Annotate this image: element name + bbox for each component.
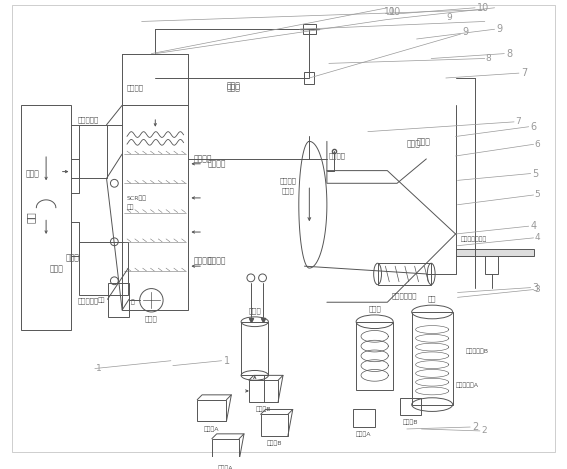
Text: 7: 7 bbox=[515, 117, 521, 126]
Text: 热空气: 热空气 bbox=[417, 137, 430, 146]
Text: 空压机B: 空压机B bbox=[266, 441, 282, 446]
Text: 锅炉: 锅炉 bbox=[26, 212, 36, 223]
Text: 原烟气: 原烟气 bbox=[26, 169, 40, 178]
Text: 2: 2 bbox=[481, 426, 486, 435]
Text: 9: 9 bbox=[447, 13, 452, 22]
Text: 2: 2 bbox=[472, 422, 479, 432]
Text: 9: 9 bbox=[463, 27, 468, 37]
Text: 尿素供给泵B: 尿素供给泵B bbox=[466, 348, 488, 354]
Text: 煤气罐: 煤气罐 bbox=[248, 307, 261, 314]
Text: 预热空气: 预热空气 bbox=[208, 257, 226, 266]
Bar bbox=[455, 249, 534, 257]
Bar bbox=[197, 400, 226, 421]
Text: 热氨气: 热氨气 bbox=[226, 81, 240, 91]
Text: 储罐: 储罐 bbox=[428, 295, 437, 302]
Bar bbox=[212, 439, 239, 460]
Text: 压缩空气: 压缩空气 bbox=[208, 159, 226, 168]
Text: 尿素上料电葫芦: 尿素上料电葫芦 bbox=[460, 236, 486, 242]
Text: 6: 6 bbox=[535, 140, 540, 149]
Text: 尿素供给泵A: 尿素供给泵A bbox=[455, 382, 479, 388]
Text: 二级省煤器: 二级省煤器 bbox=[77, 297, 99, 303]
Text: 喷氨格栅: 喷氨格栅 bbox=[127, 84, 144, 91]
Text: 空气电加热器: 空气电加热器 bbox=[392, 293, 417, 299]
Text: 器: 器 bbox=[131, 299, 135, 305]
Bar bbox=[304, 72, 314, 84]
Bar bbox=[485, 257, 498, 274]
Bar bbox=[249, 380, 278, 401]
Text: 4: 4 bbox=[535, 234, 540, 242]
Text: 6: 6 bbox=[531, 122, 537, 132]
Text: 1: 1 bbox=[223, 356, 230, 366]
Bar bbox=[400, 398, 421, 416]
Text: 装置: 装置 bbox=[127, 205, 134, 211]
Text: 3: 3 bbox=[532, 283, 539, 293]
Bar bbox=[241, 322, 268, 375]
Text: 热解器: 热解器 bbox=[281, 188, 294, 194]
Bar bbox=[261, 414, 288, 436]
Text: 预热空气: 预热空气 bbox=[193, 257, 212, 266]
Bar bbox=[412, 312, 452, 405]
Text: 8: 8 bbox=[506, 49, 513, 59]
Text: 冷干机A: 冷干机A bbox=[204, 426, 219, 431]
Text: 5: 5 bbox=[532, 168, 539, 179]
Bar bbox=[21, 106, 71, 330]
Bar bbox=[122, 106, 188, 310]
Text: 3: 3 bbox=[535, 285, 540, 294]
Text: 尿素喷溅: 尿素喷溅 bbox=[329, 153, 346, 159]
Text: 尿素喷溅: 尿素喷溅 bbox=[280, 177, 297, 184]
Text: 热空气: 热空气 bbox=[407, 140, 421, 149]
Text: 一级省煤器: 一级省煤器 bbox=[77, 117, 99, 123]
Text: 引风机: 引风机 bbox=[145, 315, 158, 322]
Text: 冷烟气: 冷烟气 bbox=[50, 265, 64, 273]
Bar bbox=[378, 263, 431, 285]
Text: 8: 8 bbox=[486, 54, 492, 63]
Bar bbox=[353, 409, 375, 427]
Text: 10: 10 bbox=[477, 3, 489, 13]
Bar bbox=[303, 24, 316, 34]
Text: 热氨气: 热氨气 bbox=[226, 83, 240, 92]
Bar bbox=[79, 125, 107, 178]
Text: 空压机A: 空压机A bbox=[218, 465, 233, 469]
Text: 9: 9 bbox=[497, 24, 503, 34]
Text: 冷干机B: 冷干机B bbox=[256, 407, 271, 412]
Bar bbox=[79, 242, 128, 295]
Text: 1: 1 bbox=[96, 364, 101, 373]
Text: 5: 5 bbox=[535, 190, 540, 199]
Text: SCR脱硝: SCR脱硝 bbox=[127, 195, 147, 201]
Bar bbox=[356, 322, 393, 390]
Text: 除尘: 除尘 bbox=[98, 297, 105, 303]
Text: 溶解泵B: 溶解泵B bbox=[403, 419, 418, 425]
Bar bbox=[108, 283, 129, 317]
Text: 溶解罐: 溶解罐 bbox=[369, 305, 381, 312]
Text: 10: 10 bbox=[390, 7, 401, 17]
Text: 4: 4 bbox=[531, 221, 537, 231]
Text: 7: 7 bbox=[521, 68, 527, 78]
Text: 压缩空气: 压缩空气 bbox=[193, 154, 212, 163]
Text: 冷烟气: 冷烟气 bbox=[66, 254, 79, 263]
Text: 10: 10 bbox=[383, 7, 395, 16]
Text: 溶解泵A: 溶解泵A bbox=[356, 431, 372, 437]
